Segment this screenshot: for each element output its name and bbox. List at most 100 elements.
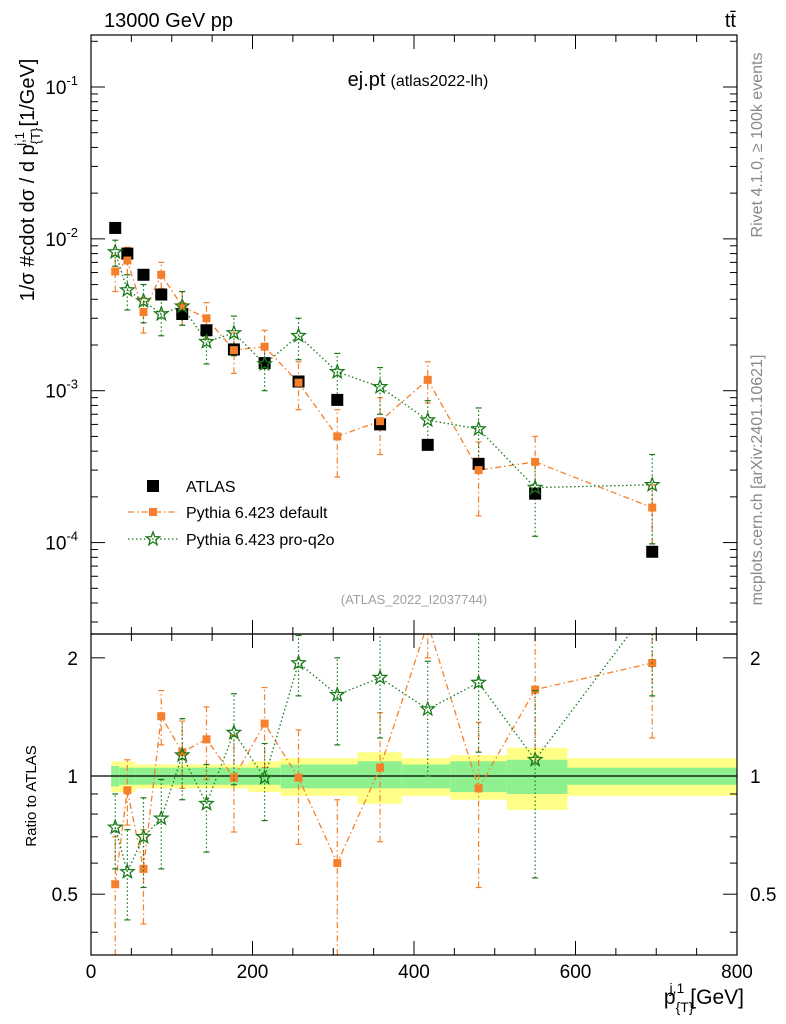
analysis-id: (ATLAS_2022_I2037744)	[341, 592, 487, 607]
atlas-point	[331, 393, 344, 406]
pythia-proq2o-point	[118, 281, 136, 298]
atlas-point	[109, 221, 122, 234]
main-ytick-label: 10-4	[45, 529, 78, 555]
pythia-default-point	[376, 417, 385, 426]
ratio-proq2o-point	[118, 862, 136, 879]
pythia-proq2o-point	[135, 292, 152, 309]
legend-label-pythia-default: Pythia 6.423 default	[186, 505, 328, 522]
plot-title-main: ej.pt	[348, 69, 386, 91]
pythia-default-point	[111, 267, 120, 276]
ratio-frame	[90, 633, 738, 956]
xtick-label: 200	[237, 962, 269, 983]
pythia-proq2o-point	[198, 332, 215, 349]
pythia-proq2o-point	[290, 326, 307, 343]
ratio-ytick-label: 0.5	[52, 885, 78, 906]
ratio-proq2o-point	[106, 818, 124, 835]
ratio-line-1	[114, 634, 631, 874]
main-ytick-label: 10-2	[45, 225, 78, 251]
pythia-default-point	[157, 270, 166, 279]
pythia-default-point	[423, 375, 432, 384]
ratio-panel: 0.5 0.5 1 1 2 2 0 200 400 600 800	[52, 597, 776, 983]
pythia-default-point	[229, 346, 238, 355]
ratio-default-point	[123, 786, 132, 795]
legend: ATLAS Pythia 6.423 default Pythia 6.423 …	[128, 479, 335, 549]
ratio-ytick-label-right: 2	[750, 649, 761, 670]
pythia-proq2o-point	[173, 297, 191, 314]
ratio-ytick-label-right: 1	[750, 767, 761, 788]
pythia-default-point	[294, 378, 303, 387]
legend-label-atlas: ATLAS	[186, 479, 236, 496]
plot-title-sub: (atlas2022-lh)	[390, 73, 488, 90]
ratio-data	[91, 597, 737, 955]
pythia-default-point	[178, 302, 187, 311]
pythia-proq2o-point	[526, 478, 544, 495]
pythia-proq2o-point	[419, 411, 437, 428]
final-state-label: tt̄	[725, 10, 737, 32]
pythia-default-point	[260, 342, 269, 351]
atlas-point	[200, 324, 213, 337]
pythia-default-point	[648, 503, 657, 512]
ratio-default-point	[424, 619, 432, 627]
ratio-proq2o-point	[290, 654, 307, 671]
xtick-label: 600	[560, 962, 592, 983]
ratio-line-0	[114, 634, 653, 885]
main-data	[106, 221, 661, 558]
pythia-default-point	[333, 432, 342, 441]
legend-label-pythia-proq2o: Pythia 6.423 pro-q2o	[186, 532, 335, 549]
ratio-ytick-label-right: 0.5	[750, 885, 776, 906]
ratio-proq2o-point	[646, 597, 659, 610]
ratio-proq2o-point	[256, 768, 274, 785]
ratio-default-point	[260, 719, 269, 728]
xtick-label: 800	[721, 962, 753, 983]
stat-unc-band	[506, 759, 568, 794]
ratio-default-point	[157, 712, 166, 721]
pythia-default-point	[139, 307, 148, 316]
legend-marker-pythia-proq2o	[144, 530, 162, 547]
xtick-label: 0	[86, 962, 97, 983]
pythia-proq2o-point	[152, 305, 170, 322]
pythia-default-point	[202, 314, 211, 323]
pythia-default-point	[531, 457, 540, 466]
ratio-proq2o-point	[135, 827, 152, 844]
main-ylabel: 1/σ #cdot dσ / d p{T}j,1 [1/GeV]	[12, 59, 43, 302]
pythia-default-point	[123, 256, 132, 265]
rivet-label: Rivet 4.1.0, ≥ 100k events	[749, 53, 766, 238]
pythia-proq2o-point	[106, 243, 124, 260]
ratio-proq2o-point	[152, 809, 170, 826]
pythia-proq2o-point	[643, 475, 661, 492]
ratio-default-point	[139, 864, 148, 873]
plot-title: ej.pt (atlas2022-lh)	[348, 69, 489, 91]
ratio-proq2o-point	[470, 673, 488, 690]
ratio-proq2o-point	[198, 794, 215, 811]
ratio-default-point	[202, 735, 211, 744]
atlas-point	[421, 438, 434, 451]
ratio-default-point	[474, 784, 483, 793]
pythia-proq2o-point	[470, 420, 488, 437]
atlas-point	[137, 268, 150, 281]
ratio-proq2o-point	[419, 700, 437, 717]
atlas-point	[121, 247, 134, 260]
x-axis-label: p{T}j,1 [GeV]	[664, 980, 744, 1015]
ratio-proq2o-point	[371, 668, 389, 685]
ratio-ytick-label: 2	[67, 649, 78, 670]
series-line-2	[114, 251, 653, 489]
xtick-label: 400	[398, 962, 430, 983]
legend-marker-atlas	[147, 480, 159, 492]
pythia-proq2o-point	[328, 363, 346, 380]
ratio-proq2o-point	[526, 750, 544, 767]
atlas-point	[646, 545, 659, 558]
ratio-proq2o-point	[328, 685, 346, 702]
main-ytick-label: 10-1	[45, 73, 78, 99]
pythia-default-point	[474, 466, 483, 475]
ratio-default-point	[178, 748, 187, 757]
main-ytick-label: 10-3	[45, 377, 78, 403]
ratio-ylabel: Ratio to ATLAS	[23, 745, 40, 846]
ratio-default-point	[229, 773, 238, 782]
ratio-proq2o-point	[173, 746, 191, 763]
ratio-default-point	[376, 763, 385, 772]
ratio-default-point	[294, 773, 303, 782]
ratio-proq2o-point	[225, 723, 243, 740]
pythia-proq2o-point	[256, 355, 274, 372]
ratio-ytick-label: 1	[67, 767, 78, 788]
